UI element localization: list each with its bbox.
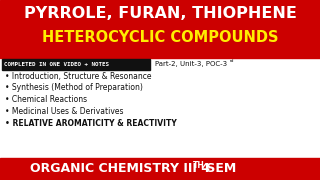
Text: • RELATIVE AROMATICITY & REACTIVITY: • RELATIVE AROMATICITY & REACTIVITY (5, 120, 177, 129)
Bar (2, 58, 150, 69)
Bar (0, 0, 320, 58)
Text: PYRROLE, FURAN, THIOPHENE: PYRROLE, FURAN, THIOPHENE (24, 6, 296, 21)
Text: • Synthesis (Method of Preparation): • Synthesis (Method of Preparation) (5, 84, 143, 93)
Text: • Introduction, Structure & Resonance: • Introduction, Structure & Resonance (5, 71, 151, 80)
Text: TH: TH (193, 161, 205, 170)
Text: • Medicinal Uses & Derivatives: • Medicinal Uses & Derivatives (5, 107, 124, 116)
Text: SEM: SEM (202, 163, 236, 175)
Text: Part-2, Unit-3, POC-3: Part-2, Unit-3, POC-3 (155, 61, 227, 67)
Text: HETEROCYCLIC COMPOUNDS: HETEROCYCLIC COMPOUNDS (42, 30, 278, 46)
Text: COMPLETED IN ONE VIDEO + NOTES: COMPLETED IN ONE VIDEO + NOTES (4, 62, 109, 66)
Text: ORGANIC CHEMISTRY III 4: ORGANIC CHEMISTRY III 4 (30, 163, 210, 175)
Text: • Chemical Reactions: • Chemical Reactions (5, 96, 87, 105)
Text: rd: rd (230, 60, 235, 64)
Bar (0, 158, 320, 180)
